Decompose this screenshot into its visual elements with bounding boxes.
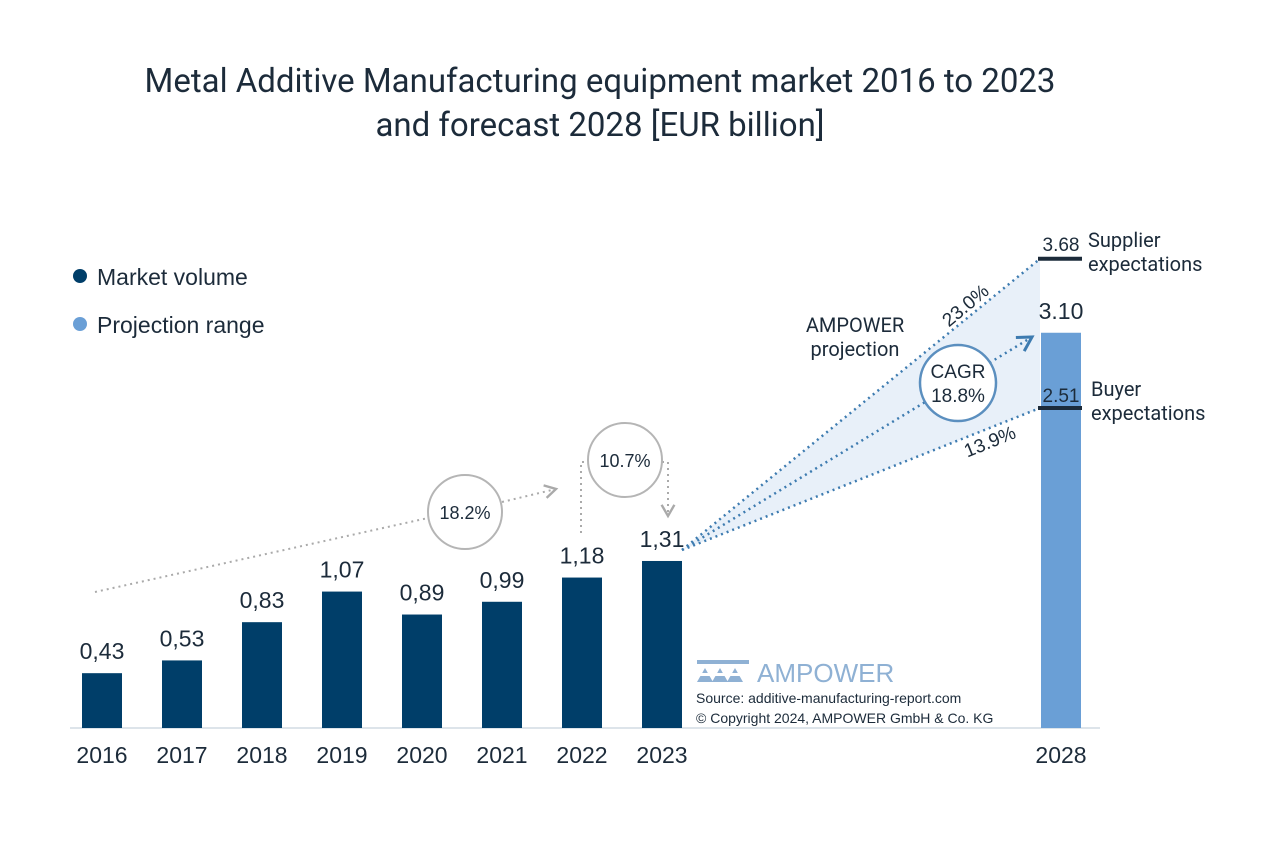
x-tick-label: 2017 (156, 742, 207, 768)
trend-arrow (660, 461, 676, 519)
x-tick-label: 2020 (396, 742, 447, 768)
bar (82, 673, 122, 728)
cagr-label: CAGR (931, 362, 986, 383)
bar (1041, 332, 1081, 728)
value-label: 1,18 (560, 543, 605, 569)
bar (562, 577, 602, 728)
cagr-circle (918, 343, 998, 423)
value-label: 0,43 (80, 638, 125, 664)
legend-marker (73, 317, 87, 331)
value-label: 1,07 (320, 557, 365, 583)
projection-arrow (681, 335, 1035, 552)
value-label: 3.10 (1039, 298, 1084, 324)
x-tick-label: 2019 (316, 742, 367, 768)
expectation-value: 3.68 (1043, 235, 1080, 256)
trend-line (94, 517, 429, 593)
expectation-value: 2.51 (1043, 386, 1080, 407)
legend-marker (73, 269, 87, 283)
x-tick-label: 2016 (76, 742, 127, 768)
bar (162, 660, 202, 728)
annotation: Supplier expectations (1088, 228, 1203, 276)
annotation: Buyer expectations (1091, 377, 1206, 425)
legend-label: Projection range (97, 312, 265, 338)
projection-line (681, 257, 1041, 551)
rate-label: 18.2% (439, 503, 490, 523)
source: Source: additive-manufacturing-report.co… (696, 690, 961, 706)
rate-circle (427, 474, 503, 550)
copyright: © Copyright 2024, AMPOWER GmbH & Co. KG (696, 710, 993, 726)
bar (642, 560, 682, 728)
x-tick-label: 2021 (476, 742, 527, 768)
x-tick-label: 2028 (1035, 742, 1086, 768)
x-tick-label: 2018 (236, 742, 287, 768)
trend-line (580, 461, 588, 533)
cagr-value: 18.8% (931, 386, 985, 407)
rate-circle (587, 422, 663, 498)
x-tick-label: 2023 (636, 742, 687, 768)
x-tick-label: 2022 (556, 742, 607, 768)
bar (242, 622, 282, 728)
rate-label: 10.7% (599, 451, 650, 471)
trend-arrow (501, 484, 559, 503)
projection-line (681, 406, 1041, 552)
logo-mark (697, 660, 749, 682)
value-label: 0,83 (240, 587, 285, 613)
value-label: 1,31 (640, 526, 685, 552)
annotation: AMPOWER projection (805, 313, 905, 361)
value-label: 0,89 (400, 580, 445, 606)
value-label: 0,99 (480, 567, 525, 593)
bar (322, 591, 362, 728)
brand: AMPOWER (757, 658, 894, 688)
legend-label: Market volume (97, 264, 248, 290)
bar (402, 614, 442, 728)
value-label: 0,53 (160, 625, 205, 651)
chart-title: Metal Additive Manufacturing equipment m… (144, 62, 1056, 145)
bar (482, 601, 522, 728)
